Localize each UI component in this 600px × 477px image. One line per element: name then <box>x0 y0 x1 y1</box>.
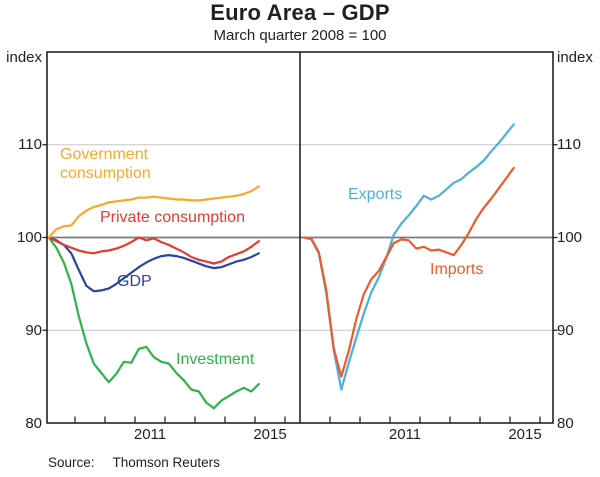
chart-subtitle: March quarter 2008 = 100 <box>213 27 387 44</box>
series-label-imports: Imports <box>430 261 484 278</box>
y-tick-label-right-90: 90 <box>557 321 574 339</box>
y-axis-unit-left: index <box>6 49 42 66</box>
y-tick-label-right-80: 80 <box>557 414 574 432</box>
y-axis-unit-right: index <box>557 49 593 66</box>
source-note: Source: Thomson Reuters <box>48 455 220 470</box>
series-line-investment <box>47 236 260 410</box>
series-line-government-consumption <box>47 185 260 239</box>
x-year-label-right-2011: 2011 <box>388 426 422 443</box>
y-tick-label-left-110: 110 <box>18 136 42 154</box>
y-tick-label-left-90: 90 <box>25 321 42 339</box>
y-tick-label-right-110: 110 <box>557 136 581 154</box>
series-line-exports <box>302 123 515 391</box>
x-year-label-right-2015: 2015 <box>508 426 542 443</box>
x-year-label-left-2011: 2011 <box>133 426 167 443</box>
y-tick-label-left-80: 80 <box>25 414 42 432</box>
y-tick-label-right-100: 100 <box>557 229 583 246</box>
y-tick-label-left-100: 100 <box>16 229 42 246</box>
source-label: Source: <box>48 455 95 470</box>
series-line-gdp <box>47 236 260 293</box>
series-label-government-consumption: Government consumption <box>60 146 151 182</box>
x-year-label-left-2015: 2015 <box>253 426 287 443</box>
series-label-exports: Exports <box>348 186 403 203</box>
series-line-imports <box>302 166 515 378</box>
source-value: Thomson Reuters <box>112 455 220 470</box>
chart-title: Euro Area – GDP <box>210 0 390 25</box>
series-line-private-consumption <box>47 236 260 265</box>
series-label-private-consumption: Private consumption <box>100 209 245 226</box>
series-label-investment: Investment <box>176 351 255 368</box>
series-label-gdp: GDP <box>117 273 152 290</box>
